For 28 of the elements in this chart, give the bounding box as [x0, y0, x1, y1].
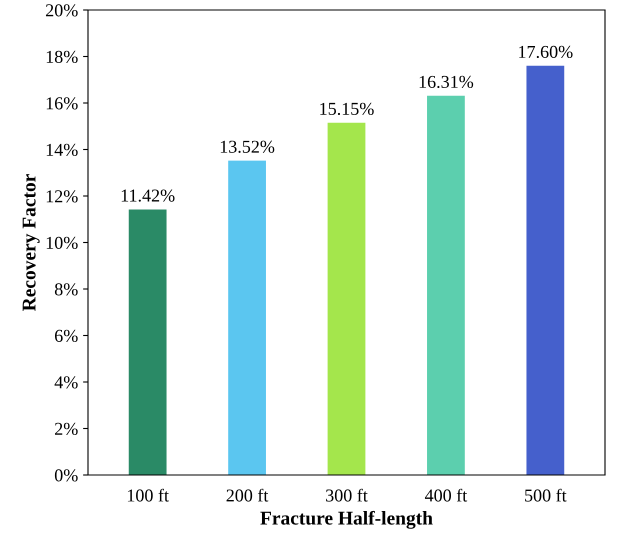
- data-label: 16.31%: [420, 76, 474, 88]
- data-label: 15.15%: [320, 102, 374, 116]
- y-tick-label: 18%: [46, 50, 78, 63]
- y-tick-label: 20%: [46, 4, 78, 16]
- bar: [228, 160, 266, 475]
- x-axis-title: Fracture Half-length: [260, 510, 433, 529]
- y-tick-label: 16%: [46, 97, 78, 110]
- y-tick-label: 8%: [54, 283, 78, 296]
- bar: [526, 66, 564, 475]
- x-tick-label: 200 ft: [226, 488, 268, 502]
- bar: [128, 209, 167, 475]
- y-tick-label: 14%: [46, 144, 78, 156]
- x-tick-label: 500 ft: [525, 488, 567, 502]
- y-tick-label: 2%: [55, 422, 78, 435]
- data-label: 13.52%: [220, 140, 274, 153]
- y-tick-label: 6%: [54, 330, 78, 342]
- y-tick-label: 0%: [54, 469, 78, 482]
- data-label: 11.42%: [122, 189, 175, 202]
- x-tick-label: 100 ft: [128, 488, 169, 502]
- x-tick-label: 300 ft: [326, 488, 368, 502]
- bar: [328, 122, 366, 475]
- y-tick-label: 10%: [46, 236, 78, 249]
- x-tick-label: 400 ft: [424, 488, 468, 502]
- y-axis-title: Recovery Factor: [22, 174, 40, 311]
- data-label: 17.60%: [519, 46, 573, 58]
- y-tick-label: 4%: [54, 376, 78, 388]
- y-tick-label: 12%: [46, 190, 78, 202]
- bar: [427, 96, 465, 475]
